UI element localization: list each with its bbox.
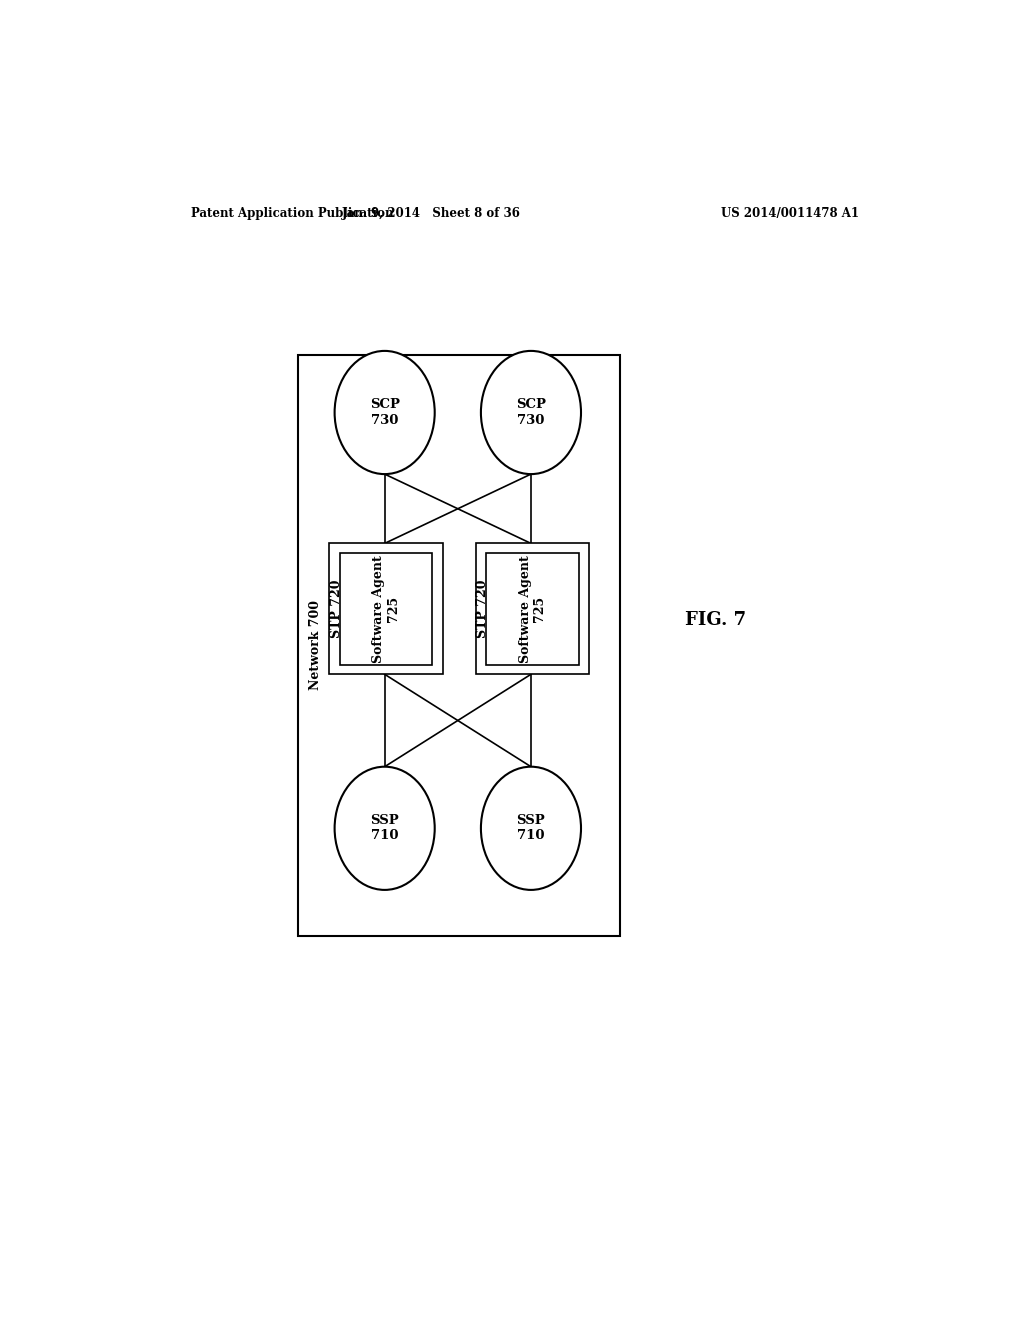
Text: Network 700: Network 700 [309,601,322,690]
Bar [340,553,432,665]
Text: Patent Application Publication: Patent Application Publication [190,207,393,220]
Bar [475,544,590,675]
Ellipse shape [335,767,435,890]
Text: SCP
730: SCP 730 [516,399,546,426]
Text: SCP
730: SCP 730 [370,399,399,426]
Text: STP 720: STP 720 [330,579,343,638]
Text: US 2014/0011478 A1: US 2014/0011478 A1 [721,207,859,220]
Bar [486,553,579,665]
Text: Software Agent
725: Software Agent 725 [372,554,400,663]
Text: SSP
710: SSP 710 [371,814,399,842]
Text: STP 720: STP 720 [476,579,488,638]
Text: SSP
710: SSP 710 [516,814,546,842]
Text: Jan. 9, 2014   Sheet 8 of 36: Jan. 9, 2014 Sheet 8 of 36 [341,207,520,220]
Bar [298,355,621,936]
Ellipse shape [481,351,581,474]
Ellipse shape [481,767,581,890]
Bar [330,544,443,675]
Text: FIG. 7: FIG. 7 [685,611,746,630]
Ellipse shape [335,351,435,474]
Text: Software Agent
725: Software Agent 725 [518,554,547,663]
